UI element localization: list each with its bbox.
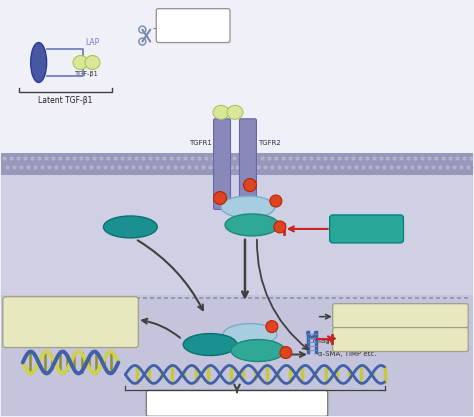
Ellipse shape (31, 43, 46, 83)
FancyBboxPatch shape (330, 215, 403, 243)
Circle shape (280, 347, 292, 359)
Ellipse shape (213, 106, 229, 119)
Ellipse shape (73, 55, 88, 70)
Text: Protease: Protease (176, 16, 210, 25)
Text: Smad3: Smad3 (241, 346, 275, 355)
Ellipse shape (231, 339, 285, 362)
FancyBboxPatch shape (3, 297, 138, 347)
Ellipse shape (103, 216, 157, 238)
FancyBboxPatch shape (1, 295, 473, 416)
Text: Collagens, fibronectin,: Collagens, fibronectin, (309, 337, 387, 344)
Text: Smad4: Smad4 (193, 340, 228, 349)
Ellipse shape (85, 55, 100, 70)
Text: (DNA methylation and: (DNA methylation and (34, 318, 108, 325)
Text: P: P (218, 196, 222, 201)
Text: Smad4: Smad4 (113, 222, 148, 231)
Text: Antifibrotic miRNA and lncRNA: Antifibrotic miRNA and lncRNA (347, 337, 454, 344)
Ellipse shape (223, 324, 277, 346)
FancyBboxPatch shape (1, 153, 473, 175)
Text: Smad3: Smad3 (235, 221, 269, 229)
Text: P: P (284, 350, 288, 355)
Text: Myofibroblast activation: Myofibroblast activation (188, 396, 286, 405)
Text: LAP: LAP (85, 38, 100, 47)
Text: P: P (278, 224, 282, 229)
Text: TGFR2: TGFR2 (258, 140, 281, 146)
Text: Smad2: Smad2 (231, 203, 265, 211)
Text: TGFR1: TGFR1 (189, 140, 212, 146)
FancyBboxPatch shape (239, 119, 256, 209)
Circle shape (214, 191, 227, 204)
Text: Latent TGF-β1: Latent TGF-β1 (38, 96, 93, 105)
FancyBboxPatch shape (146, 390, 328, 416)
Ellipse shape (183, 334, 237, 356)
Circle shape (270, 195, 282, 207)
FancyBboxPatch shape (214, 119, 230, 209)
Circle shape (266, 321, 278, 333)
Ellipse shape (221, 196, 275, 218)
Text: and matrix deposition: and matrix deposition (193, 405, 281, 414)
FancyBboxPatch shape (333, 304, 468, 328)
Ellipse shape (225, 214, 279, 236)
Circle shape (244, 178, 256, 191)
Text: Epigenetic modifications: Epigenetic modifications (27, 308, 114, 314)
Text: α-SMA, TIMP etc.: α-SMA, TIMP etc. (319, 351, 377, 357)
FancyBboxPatch shape (333, 328, 468, 352)
FancyBboxPatch shape (156, 9, 230, 43)
Text: Smad7: Smad7 (348, 225, 385, 235)
Text: Smad2: Smad2 (233, 330, 267, 339)
Text: TGF-β1: TGF-β1 (74, 71, 99, 78)
Circle shape (274, 221, 286, 233)
Text: histone marks): histone marks) (46, 328, 96, 335)
Text: P: P (270, 324, 273, 329)
Text: Profibrotic miRNA and lncRNA: Profibrotic miRNA and lncRNA (348, 314, 453, 320)
Text: P: P (248, 183, 252, 188)
Text: cleavage: cleavage (176, 27, 210, 36)
Text: P: P (274, 198, 278, 203)
FancyBboxPatch shape (1, 175, 473, 295)
Ellipse shape (227, 106, 243, 119)
Text: LTBP: LTBP (31, 60, 46, 65)
